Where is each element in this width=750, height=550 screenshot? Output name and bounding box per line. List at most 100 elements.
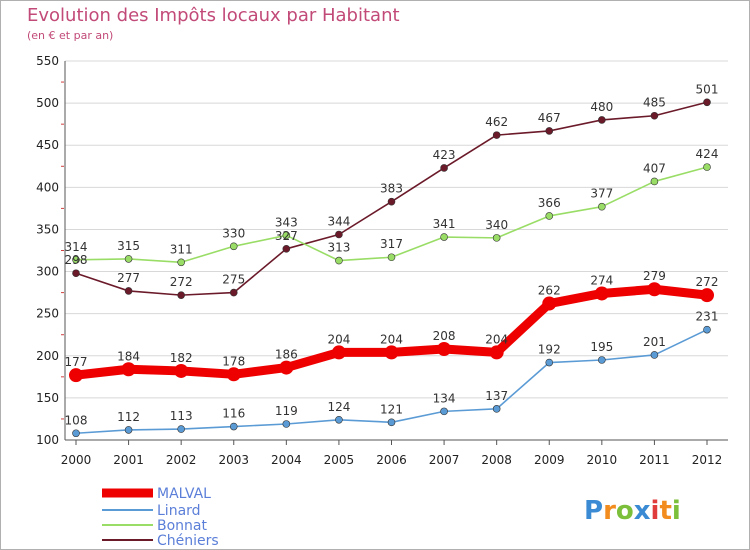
- x-tick-label: 2002: [166, 453, 197, 467]
- data-point: [647, 282, 662, 297]
- data-point: [440, 407, 448, 416]
- data-label: 208: [433, 329, 456, 343]
- data-label: 383: [380, 182, 403, 196]
- data-label: 330: [222, 226, 245, 240]
- logo-letter: t: [659, 496, 671, 526]
- data-point: [72, 269, 80, 278]
- data-label: 343: [275, 215, 298, 229]
- data-label: 424: [696, 147, 719, 161]
- data-label: 485: [643, 96, 666, 110]
- data-point: [387, 418, 396, 427]
- y-tick-label: 550: [36, 54, 59, 68]
- data-label: 314: [65, 240, 88, 254]
- data-label: 231: [696, 310, 719, 324]
- data-point: [594, 286, 609, 301]
- x-tick-label: 2009: [534, 453, 565, 467]
- data-label: 184: [117, 349, 140, 363]
- legend-label: Linard: [157, 503, 201, 519]
- data-point: [331, 345, 346, 360]
- data-point: [492, 234, 501, 242]
- data-point: [545, 127, 554, 135]
- data-label: 177: [65, 355, 88, 369]
- data-label: 298: [65, 253, 88, 267]
- y-tick-label: 150: [36, 391, 59, 405]
- x-tick-label: 2006: [376, 453, 407, 467]
- data-label: 327: [275, 229, 298, 243]
- y-tick-label: 400: [36, 180, 59, 194]
- data-point: [124, 426, 133, 434]
- data-point: [437, 342, 452, 357]
- x-tick-label: 2011: [639, 453, 670, 467]
- logo-letter: i: [651, 496, 660, 526]
- x-tick-label: 2010: [587, 453, 618, 467]
- data-label: 204: [380, 332, 403, 346]
- data-point: [69, 368, 83, 383]
- data-point: [387, 197, 396, 206]
- data-point: [703, 325, 711, 334]
- data-label: 315: [117, 239, 140, 253]
- data-label: 178: [222, 354, 245, 368]
- data-point: [177, 291, 185, 299]
- x-tick-label: 2012: [692, 453, 723, 467]
- data-label: 119: [275, 404, 298, 418]
- data-label: 121: [380, 402, 403, 416]
- data-label: 340: [485, 218, 508, 232]
- data-label: 272: [696, 275, 719, 289]
- x-tick-label: 2007: [429, 453, 460, 467]
- data-label: 275: [222, 273, 245, 287]
- data-label: 204: [485, 332, 508, 346]
- data-label: 407: [643, 161, 666, 175]
- data-point: [703, 163, 711, 171]
- data-point: [335, 230, 343, 239]
- y-tick-label: 450: [36, 138, 59, 152]
- data-label: 262: [538, 284, 561, 298]
- data-point: [124, 287, 133, 295]
- legend-label: Bonnat: [157, 518, 207, 534]
- data-point: [387, 253, 396, 262]
- data-label: 467: [538, 111, 561, 125]
- proxiti-logo: Proxiti: [584, 496, 681, 526]
- data-label: 192: [538, 343, 561, 357]
- data-point: [598, 202, 606, 211]
- data-point: [229, 288, 238, 297]
- data-label: 195: [590, 340, 613, 354]
- y-tick-label: 250: [36, 307, 59, 321]
- data-label: 274: [590, 273, 613, 287]
- data-point: [177, 425, 185, 433]
- data-label: 113: [170, 409, 193, 423]
- data-point: [282, 245, 291, 253]
- data-point: [124, 255, 133, 263]
- data-point: [229, 242, 238, 251]
- data-label: 341: [433, 217, 456, 231]
- data-label: 182: [170, 351, 193, 365]
- data-label: 134: [433, 391, 456, 405]
- data-label: 272: [170, 275, 193, 289]
- data-point: [282, 231, 291, 240]
- data-point: [598, 356, 606, 364]
- data-point: [650, 177, 659, 186]
- data-point: [542, 296, 557, 311]
- data-point: [440, 164, 448, 172]
- y-tick-label: 500: [36, 96, 59, 110]
- data-point: [700, 288, 714, 303]
- y-tick-label: 200: [36, 349, 59, 363]
- data-point: [440, 233, 448, 241]
- data-point: [492, 131, 501, 139]
- data-label: 124: [327, 400, 350, 414]
- legend-label: MALVAL: [157, 486, 211, 502]
- data-label: 116: [222, 407, 245, 421]
- data-point: [229, 422, 238, 431]
- data-label: 279: [643, 269, 666, 283]
- data-label: 344: [327, 214, 350, 228]
- data-point: [121, 362, 136, 377]
- data-label: 112: [117, 410, 140, 424]
- data-point: [279, 360, 294, 375]
- data-label: 423: [433, 148, 456, 162]
- x-tick-label: 2008: [481, 453, 512, 467]
- data-label: 377: [590, 187, 613, 201]
- data-point: [335, 256, 343, 265]
- data-label: 277: [117, 271, 140, 285]
- data-point: [72, 255, 80, 264]
